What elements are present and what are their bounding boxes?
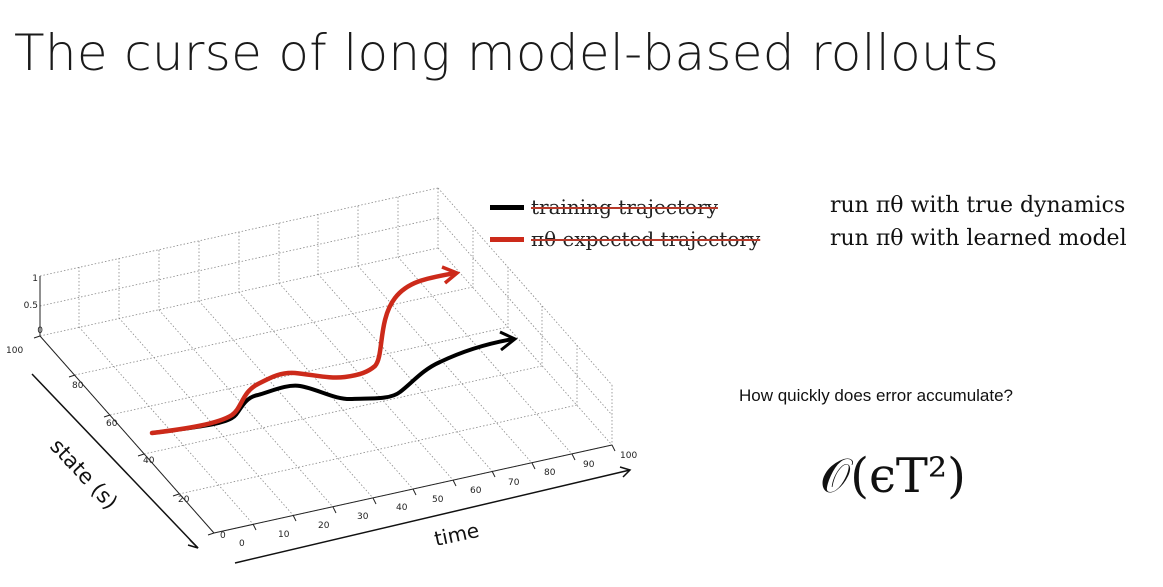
state-axis-arrow xyxy=(31,373,199,549)
true-trajectory-arrowhead xyxy=(499,330,518,352)
legend-label-training: training trajectory xyxy=(531,195,718,219)
legend-red-line xyxy=(490,237,524,242)
time-tick: 80 xyxy=(544,468,556,478)
state-axis-arrowhead xyxy=(187,539,199,549)
time-tick: 60 xyxy=(470,486,482,496)
time-tick: 0 xyxy=(239,539,245,549)
legend-black-line xyxy=(490,205,524,210)
state-axis-label: state (s) xyxy=(45,434,122,514)
time-tick: 10 xyxy=(278,530,290,540)
time-tick: 90 xyxy=(583,460,595,470)
state-tick: 100 xyxy=(6,346,23,356)
state-tick-labels: 0 20 40 60 80 100 xyxy=(6,346,226,541)
time-axis-arrow xyxy=(234,469,631,564)
time-axis-arrowhead xyxy=(619,466,632,478)
z-tick-labels: 0 0.5 1 xyxy=(24,274,44,336)
question-text: How quickly does error accumulate? xyxy=(739,386,1014,405)
time-tick: 30 xyxy=(357,512,369,522)
time-tick: 20 xyxy=(318,521,330,531)
slide-title: The curse of long model-based rollouts xyxy=(14,24,1000,82)
right-wall-grid xyxy=(437,187,613,446)
run-learned-model-label: run πθ with learned model xyxy=(830,226,1127,251)
back-wall-grid xyxy=(39,187,439,337)
run-true-dynamics-label: run πθ with true dynamics xyxy=(830,193,1126,218)
state-tick: 60 xyxy=(106,419,118,429)
time-tick: 100 xyxy=(620,451,637,461)
legend-label-expected: πθ expected trajectory xyxy=(531,227,761,251)
axis-arrows xyxy=(31,373,632,564)
learned-trajectory-arrowhead xyxy=(441,265,461,285)
z-tick: 0 xyxy=(37,326,43,336)
time-tick: 70 xyxy=(508,478,520,488)
true-trajectory xyxy=(150,337,515,435)
time-tick: 40 xyxy=(396,503,408,513)
state-tick: 0 xyxy=(220,531,226,541)
error-formula: 𝒪(ϵT²) xyxy=(820,448,966,504)
state-tick: 20 xyxy=(178,495,190,505)
tick-marks xyxy=(33,335,616,536)
time-tick-labels: 0 10 20 30 40 50 60 70 80 90 100 xyxy=(239,451,637,549)
z-tick: 0.5 xyxy=(24,301,38,311)
time-tick: 50 xyxy=(432,495,444,505)
z-tick: 1 xyxy=(32,274,38,284)
state-tick: 80 xyxy=(72,381,84,391)
state-tick: 40 xyxy=(143,456,155,466)
learned-trajectory xyxy=(149,270,458,436)
time-axis-label: time xyxy=(432,518,481,551)
